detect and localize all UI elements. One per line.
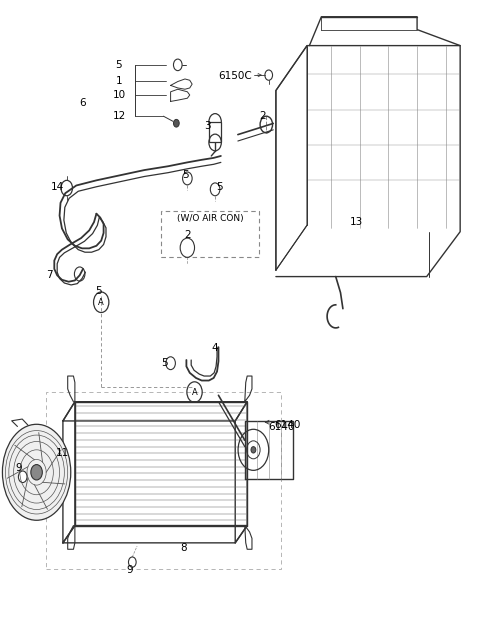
Text: 1: 1 [116, 76, 122, 86]
Text: 10: 10 [113, 90, 126, 100]
Circle shape [31, 465, 42, 480]
Text: 6: 6 [80, 98, 86, 109]
Text: 2: 2 [184, 230, 191, 240]
Bar [161, 211, 259, 257]
Text: 6140: 6140 [275, 421, 301, 430]
Text: 3: 3 [204, 121, 211, 131]
Text: A: A [192, 388, 197, 397]
Text: 5: 5 [96, 285, 102, 296]
Text: 7: 7 [46, 270, 53, 280]
Text: 5: 5 [161, 358, 168, 368]
Circle shape [129, 557, 136, 567]
Circle shape [251, 447, 256, 453]
Text: 2: 2 [259, 111, 266, 121]
Text: 13: 13 [350, 217, 363, 227]
Text: 5: 5 [216, 182, 223, 192]
Circle shape [18, 471, 27, 482]
Text: 11: 11 [56, 448, 69, 458]
Text: A: A [98, 298, 104, 307]
Text: 6150C: 6150C [218, 71, 252, 81]
Circle shape [173, 120, 179, 127]
Text: 5: 5 [182, 170, 189, 180]
Text: 9: 9 [15, 463, 22, 473]
Bar [46, 392, 281, 568]
Text: 12: 12 [113, 111, 126, 121]
Text: 5: 5 [116, 60, 122, 70]
Text: 6140: 6140 [269, 422, 295, 432]
Text: 4: 4 [211, 343, 218, 354]
Ellipse shape [2, 424, 71, 520]
Text: 14: 14 [51, 182, 64, 192]
Text: 8: 8 [180, 543, 187, 553]
Text: (W/O AIR CON): (W/O AIR CON) [177, 214, 243, 223]
Bar [209, 122, 221, 143]
Text: 9: 9 [126, 565, 132, 575]
